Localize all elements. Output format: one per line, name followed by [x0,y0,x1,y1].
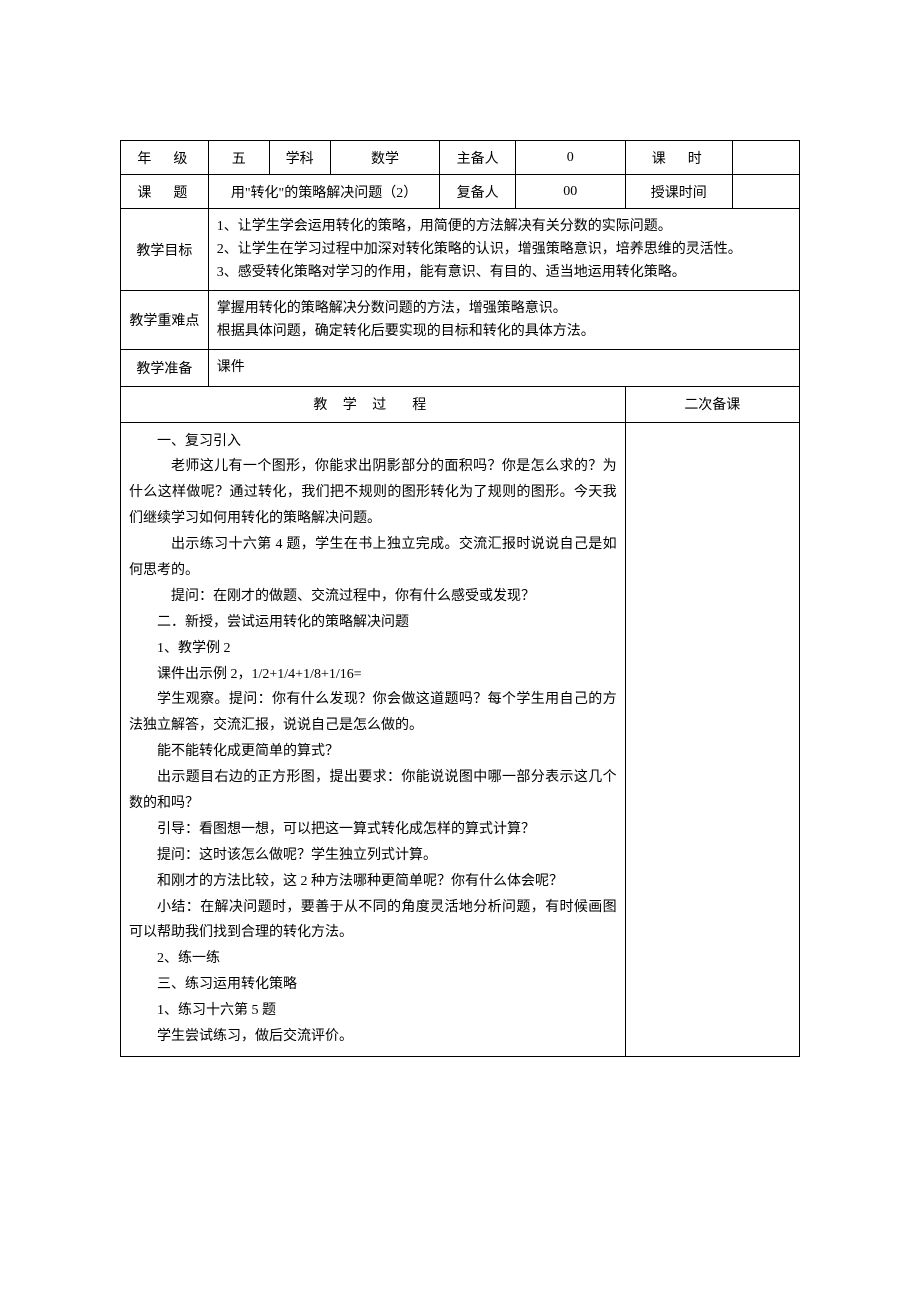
header-row-2: 课 题 用"转化"的策略解决问题（2） 复备人 00 授课时间 [121,175,800,209]
keypoints-text: 掌握用转化的策略解决分数问题的方法，增强策略意识。根据具体问题，确定转化后要实现… [208,291,799,350]
body-line: 1、练习十六第 5 题 [129,998,617,1024]
body-line: 小结：在解决问题时，要善于从不同的角度灵活地分析问题，有时候画图可以帮助我们找到… [129,895,617,947]
body-line: 能不能转化成更简单的算式？ [129,739,617,765]
body-line: 二．新授，尝试运用转化的策略解决问题 [129,610,617,636]
prep-row: 教学准备 课件 [121,350,800,386]
body-line: 2、练一练 [129,946,617,972]
body-line: 学生尝试练习，做后交流评价。 [129,1024,617,1050]
prep-value: 课件 [208,350,799,386]
period-label: 课 时 [625,141,732,175]
body-line: 三、练习运用转化策略 [129,972,617,998]
secondary-blank [625,422,799,1056]
goals-text: 1、让学生学会运用转化的策略，用简便的方法解决有关分数的实际问题。2、让学生在学… [208,209,799,291]
body-line: 出示练习十六第 4 题，学生在书上独立完成。交流汇报时说说自己是如何思考的。 [129,532,617,584]
teachtime-label: 授课时间 [625,175,732,209]
topic-label: 课 题 [121,175,209,209]
preparer-label: 主备人 [440,141,516,175]
body-line: 课件出示例 2，1/2+1/4+1/8+1/16= [129,662,617,688]
process-header-row: 教 学 过 程 二次备课 [121,386,800,422]
goals-label: 教学目标 [121,209,209,291]
subject-label: 学科 [269,141,330,175]
body-line: 引导：看图想一想，可以把这一算式转化成怎样的算式计算？ [129,817,617,843]
body-content: 一、复习引入老师这儿有一个图形，你能求出阴影部分的面积吗？你是怎么求的？为什么这… [121,422,626,1056]
prep-label: 教学准备 [121,350,209,386]
reviewer-value: 00 [515,175,625,209]
body-line: 出示题目右边的正方形图，提出要求：你能说说图中哪一部分表示这几个数的和吗？ [129,765,617,817]
period-value [732,141,799,175]
grade-label: 年 级 [121,141,209,175]
body-line: 1、教学例 2 [129,636,617,662]
body-line: 和刚才的方法比较，这 2 种方法哪种更简单呢？你有什么体会呢？ [129,869,617,895]
body-line: 提问：这时该怎么做呢？学生独立列式计算。 [129,843,617,869]
body-line: 学生观察。提问：你有什么发现？你会做这道题吗？每个学生用自己的方法独立解答，交流… [129,687,617,739]
topic-value: 用"转化"的策略解决问题（2） [208,175,440,209]
body-row: 一、复习引入老师这儿有一个图形，你能求出阴影部分的面积吗？你是怎么求的？为什么这… [121,422,800,1056]
body-line: 一、复习引入 [129,429,617,455]
secondary-header: 二次备课 [625,386,799,422]
body-line: 提问：在刚才的做题、交流过程中，你有什么感受或发现？ [129,584,617,610]
grade-value: 五 [208,141,269,175]
lesson-plan-table: 年 级 五 学科 数学 主备人 0 课 时 课 题 用"转化"的策略解决问题（2… [120,140,800,1057]
header-row-1: 年 级 五 学科 数学 主备人 0 课 时 [121,141,800,175]
process-header: 教 学 过 程 [121,386,626,422]
keypoints-label: 教学重难点 [121,291,209,350]
preparer-value: 0 [515,141,625,175]
keypoints-row: 教学重难点 掌握用转化的策略解决分数问题的方法，增强策略意识。根据具体问题，确定… [121,291,800,350]
subject-value: 数学 [330,141,440,175]
body-line: 老师这儿有一个图形，你能求出阴影部分的面积吗？你是怎么求的？为什么这样做呢？通过… [129,454,617,532]
reviewer-label: 复备人 [440,175,516,209]
teachtime-value [732,175,799,209]
goals-row: 教学目标 1、让学生学会运用转化的策略，用简便的方法解决有关分数的实际问题。2、… [121,209,800,291]
